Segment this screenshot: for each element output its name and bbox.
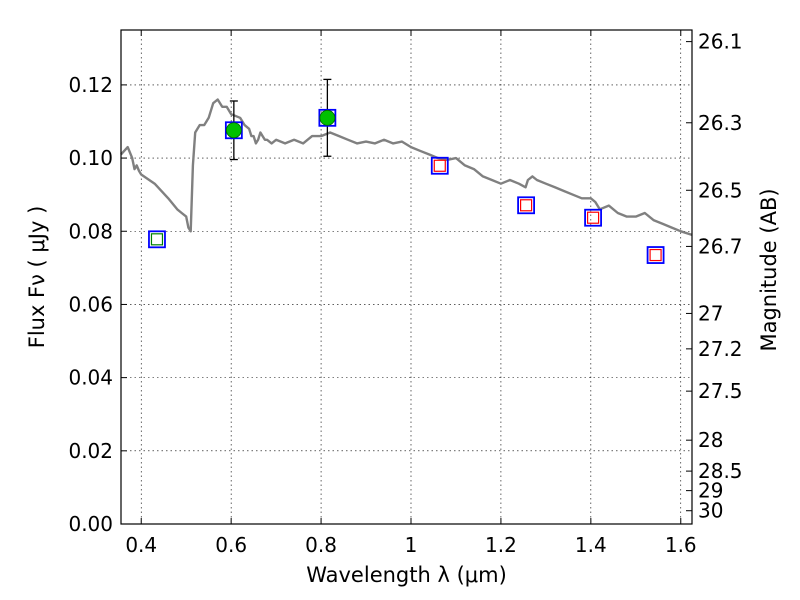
y-tick-label: 0.00 — [68, 512, 113, 536]
ticks: 0.4 0.6 0.8 1 1.2 1.4 1.6 0.00 0.02 0.04 0.06 0.08 0… — [68, 30, 742, 557]
y-tick-label: 0.10 — [68, 146, 113, 170]
x-tick-label: 0.8 — [305, 533, 337, 557]
model-square — [517, 196, 535, 215]
y-tick-label: 0.12 — [68, 73, 113, 97]
mag-tick-label: 27.2 — [698, 337, 743, 361]
model-square — [584, 208, 602, 227]
x-tick-label: 1.2 — [485, 533, 517, 557]
spectrum-layer — [120, 98, 693, 237]
x-axis-label: Wavelength λ (μm) — [306, 563, 507, 587]
spectrum-line — [120, 98, 693, 237]
limit-square — [433, 159, 446, 172]
model-square — [646, 246, 665, 264]
mag-tick-label: 28.5 — [698, 459, 743, 483]
x-tick-label: 0.4 — [125, 533, 157, 557]
observed-point — [225, 122, 242, 139]
model-square — [430, 156, 449, 175]
x-tick-label: 1 — [405, 533, 418, 557]
mag-tick-label: 26.7 — [698, 234, 743, 258]
model-square — [148, 230, 166, 249]
grid — [121, 30, 692, 525]
model-square — [318, 108, 337, 127]
y-tick-label: 0.04 — [68, 366, 113, 390]
mag-tick-label: 27 — [698, 301, 723, 325]
limit-square — [586, 211, 600, 224]
mag-tick-label: 26.5 — [698, 178, 743, 202]
right-axis-label: Magnitude (AB) — [757, 188, 781, 351]
x-tick-label: 1.4 — [575, 533, 607, 557]
x-tick-label: 1.6 — [665, 533, 697, 557]
y-tick-label: 0.08 — [68, 219, 113, 243]
limit-square — [649, 248, 662, 262]
marks-layer — [148, 78, 665, 264]
observed-point — [319, 109, 336, 126]
mag-tick-label: 28 — [698, 428, 723, 452]
y-tick-label: 0.02 — [68, 439, 113, 463]
mag-tick-label: 30 — [698, 499, 723, 523]
y-tick-label: 0.06 — [68, 292, 113, 316]
mag-tick-label: 27.5 — [698, 379, 743, 403]
mag-tick-label: 26.3 — [698, 111, 743, 135]
mag-tick-label: 26.1 — [698, 30, 743, 54]
limit-square — [519, 199, 533, 212]
model-square — [224, 121, 243, 140]
x-tick-label: 0.6 — [215, 533, 247, 557]
plot-frame — [120, 29, 693, 525]
y-axis-label: Flux Fν ( μJy ) — [25, 206, 49, 349]
mag-tick-label: 29 — [698, 479, 723, 503]
limit-square — [150, 233, 164, 246]
